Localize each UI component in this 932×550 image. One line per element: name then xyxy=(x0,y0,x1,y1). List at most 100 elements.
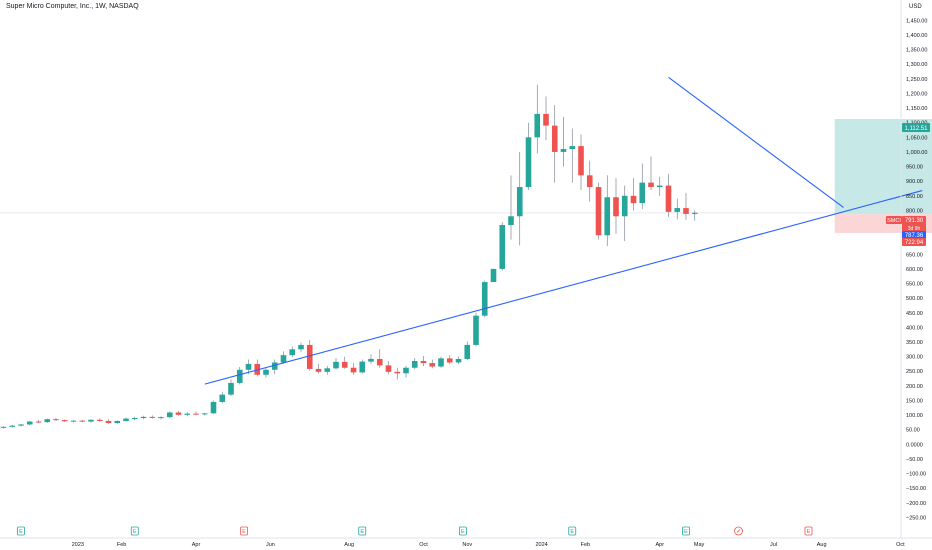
candle-body xyxy=(508,216,514,226)
chart-title: Super Micro Computer, Inc., 1W, NASDAQ xyxy=(6,3,139,10)
x-tick-label: Nov xyxy=(462,542,472,548)
candle-body xyxy=(298,344,304,350)
candle xyxy=(604,175,611,247)
candle-body xyxy=(79,420,86,422)
candle-body xyxy=(201,413,208,415)
candle xyxy=(473,312,479,347)
countdown-badge: 3d 9h xyxy=(908,226,921,232)
candle xyxy=(683,192,689,220)
earnings-marker-box xyxy=(458,526,467,536)
candle xyxy=(123,417,129,422)
candle xyxy=(175,411,182,416)
candle-body xyxy=(175,412,182,415)
candle xyxy=(289,346,296,358)
y-tick-label: 300.00 xyxy=(906,355,923,361)
candle-body xyxy=(403,367,409,374)
y-tick-label: 550.00 xyxy=(906,282,923,288)
candle xyxy=(639,163,646,209)
candle xyxy=(630,178,637,211)
candle-body xyxy=(44,419,51,423)
candle xyxy=(315,363,322,374)
candle-body xyxy=(61,420,68,422)
y-tick-label: 1,450.00 xyxy=(906,18,927,24)
candle xyxy=(88,419,94,423)
candle xyxy=(166,411,173,419)
price-axis[interactable]: 1,450.00 1,400.00 1,350.00 1,300.00 1,250.00… xyxy=(906,18,927,521)
candle xyxy=(263,366,269,378)
target-badge-bg xyxy=(902,123,930,132)
candle-body xyxy=(691,212,698,214)
candle-body xyxy=(376,358,383,366)
candle xyxy=(516,151,523,246)
candle xyxy=(586,160,593,202)
candle xyxy=(508,175,514,240)
ticker-badge: SMCI xyxy=(887,218,901,224)
candle xyxy=(578,134,584,190)
candle-body xyxy=(499,225,506,269)
y-tick-label: 900.00 xyxy=(906,179,923,185)
candle xyxy=(385,361,392,375)
earnings-marker-box xyxy=(358,526,367,536)
candle-body xyxy=(586,175,593,188)
candle xyxy=(490,268,497,283)
price-badge: 791.30 xyxy=(905,218,924,224)
candle-body xyxy=(315,368,322,372)
y-tick-label: 1,150.00 xyxy=(906,106,927,112)
candle xyxy=(184,412,191,417)
candle xyxy=(61,419,68,423)
candle-body xyxy=(481,282,488,316)
candle xyxy=(105,419,112,424)
trendlines[interactable] xyxy=(204,76,923,385)
y-tick-label: 800.00 xyxy=(906,208,923,214)
candle xyxy=(455,356,462,365)
candle xyxy=(464,341,471,361)
candle-body xyxy=(490,268,497,283)
candle-body xyxy=(359,361,366,373)
y-tick-label: 250.00 xyxy=(906,369,923,375)
candle-body xyxy=(429,363,436,367)
candle-body xyxy=(341,361,348,368)
y-tick-label: 0.0000 xyxy=(906,442,923,448)
currency-label: USD xyxy=(909,4,922,10)
candle xyxy=(543,96,549,141)
candle xyxy=(333,358,339,370)
earnings-marker-box xyxy=(804,526,813,536)
y-tick-label: 100.00 xyxy=(906,413,923,419)
x-tick-label: Feb xyxy=(581,542,590,548)
candle-body xyxy=(639,182,646,204)
price-badges: 1,112.51 SMCI 791.30 3d 9h 787.36 722.94 xyxy=(886,123,930,246)
y-tick-label: 1,250.00 xyxy=(906,77,927,83)
candle-body xyxy=(420,361,427,364)
candle-body xyxy=(96,419,103,421)
candle xyxy=(341,356,348,369)
candle xyxy=(525,122,532,190)
earnings-marker: E xyxy=(360,529,364,535)
candle xyxy=(158,416,164,420)
earnings-marker: E xyxy=(570,529,574,535)
candle xyxy=(350,363,357,375)
candle xyxy=(674,198,681,220)
candle-body xyxy=(473,315,479,345)
candle-body xyxy=(88,419,94,422)
candle xyxy=(665,173,672,217)
earnings-marker: E xyxy=(807,529,811,535)
candle-body xyxy=(254,363,261,375)
candle-body xyxy=(105,420,112,424)
candle-body xyxy=(53,419,59,421)
candlesticks xyxy=(0,84,698,429)
candle xyxy=(210,400,217,414)
candle xyxy=(0,426,7,429)
candle-body xyxy=(656,185,663,188)
candle-body xyxy=(665,185,672,212)
candle xyxy=(131,416,138,421)
y-tick-label: 500.00 xyxy=(906,296,923,302)
candle xyxy=(79,419,86,423)
candle-body xyxy=(411,361,418,368)
x-tick-label: Oct xyxy=(896,542,905,548)
time-axis[interactable]: Nov2023FebAprJunAugOctNov2024FebAprMayJu… xyxy=(0,542,932,548)
candle-body xyxy=(455,358,462,363)
candle xyxy=(298,342,304,353)
candle-body xyxy=(613,197,619,217)
candle-body xyxy=(560,149,567,152)
